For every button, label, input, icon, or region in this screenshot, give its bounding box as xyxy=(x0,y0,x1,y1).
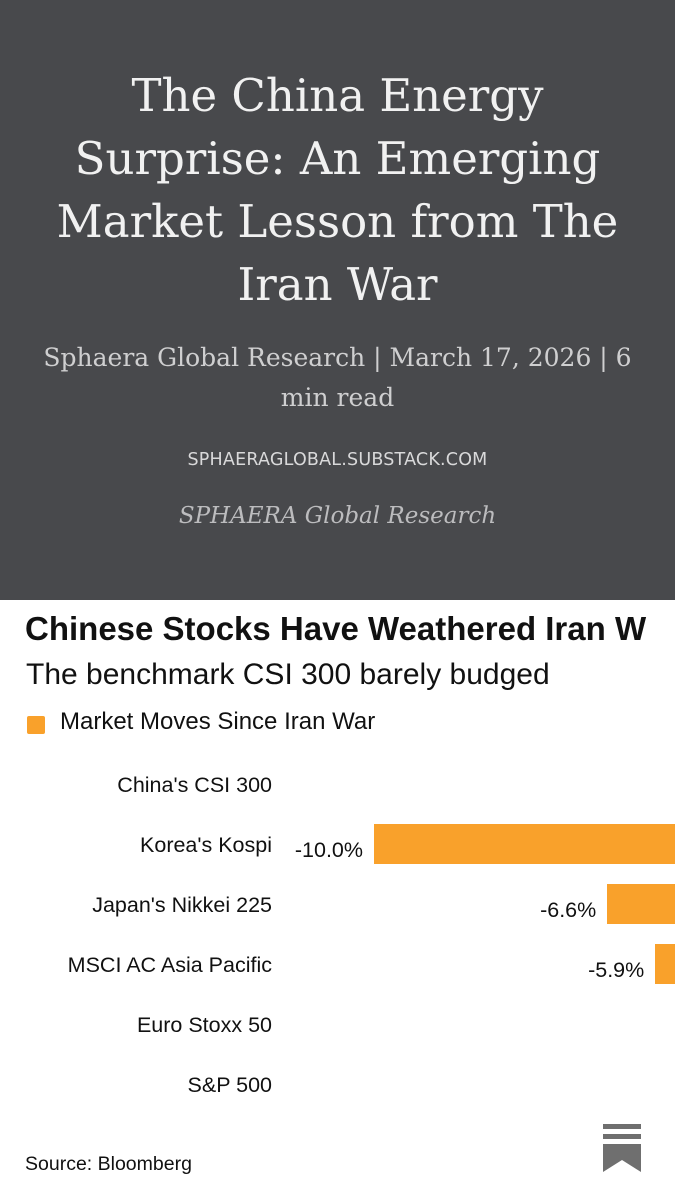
category-label: Euro Stoxx 50 xyxy=(136,1013,272,1037)
value-label: -10.0% xyxy=(294,838,363,862)
bar xyxy=(374,824,675,864)
legend-label: Market Moves Since Iran War xyxy=(60,708,376,735)
chart-subtitle: The benchmark CSI 300 barely budged xyxy=(26,658,550,691)
bar xyxy=(655,944,675,984)
value-label: -6.6% xyxy=(540,898,597,922)
category-label: Korea's Kospi xyxy=(140,833,272,857)
chart-title: Chinese Stocks Have Weathered Iran W xyxy=(25,610,647,647)
category-label: S&P 500 xyxy=(187,1073,272,1097)
chart-source: Source: Bloomberg xyxy=(25,1153,192,1175)
publication-name[interactable]: SPHAERA Global Research xyxy=(178,503,497,529)
legend-swatch xyxy=(27,716,45,734)
bar-chart: Chinese Stocks Have Weathered Iran W The… xyxy=(0,600,675,1200)
category-label: China's CSI 300 xyxy=(117,773,272,797)
article-byline: Sphaera Global Research | March 17, 2026… xyxy=(43,343,632,412)
bar xyxy=(607,884,675,924)
category-label: MSCI AC Asia Pacific xyxy=(67,953,272,977)
value-label: -5.9% xyxy=(588,958,645,982)
publication-domain[interactable]: SPHAERAGLOBAL.SUBSTACK.COM xyxy=(187,450,488,470)
article-header: The China Energy Surprise: An Emerging M… xyxy=(0,0,675,600)
article-title[interactable]: The China Energy Surprise: An Emerging M… xyxy=(56,69,619,311)
category-label: Japan's Nikkei 225 xyxy=(92,893,272,917)
bookmark-icon[interactable] xyxy=(603,1124,641,1172)
